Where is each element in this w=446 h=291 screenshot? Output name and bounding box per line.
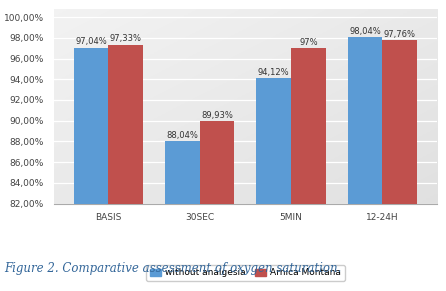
Bar xyxy=(200,121,234,204)
Text: 97,04%: 97,04% xyxy=(75,38,107,47)
Text: 97,33%: 97,33% xyxy=(110,34,142,43)
Bar xyxy=(108,45,143,204)
Bar xyxy=(256,78,291,204)
Text: 94,12%: 94,12% xyxy=(258,68,289,77)
Bar xyxy=(165,141,200,204)
Text: 98,04%: 98,04% xyxy=(349,27,381,36)
Bar xyxy=(347,37,382,204)
Bar xyxy=(74,48,108,204)
Legend: without analgesia, Arnica Montana: without analgesia, Arnica Montana xyxy=(146,265,344,281)
Bar xyxy=(291,48,326,204)
Text: 88,04%: 88,04% xyxy=(166,131,198,140)
Text: 89,93%: 89,93% xyxy=(201,111,233,120)
Bar xyxy=(382,40,417,204)
Text: Figure 2. Comparative assessment of oxygen saturation.: Figure 2. Comparative assessment of oxyg… xyxy=(4,262,342,275)
Text: 97,76%: 97,76% xyxy=(384,30,416,39)
Text: 97%: 97% xyxy=(299,38,318,47)
